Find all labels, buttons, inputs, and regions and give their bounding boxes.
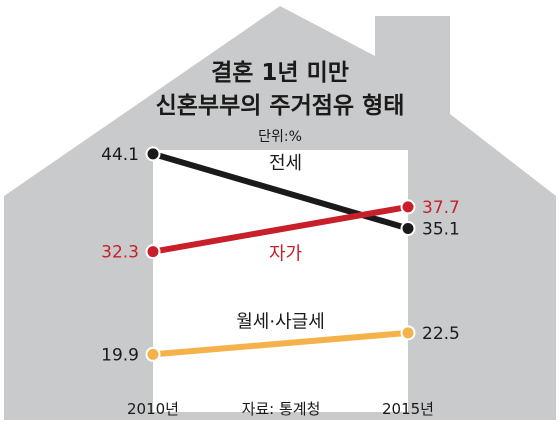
data-labels: 44.1 35.1 전세 32.3 37.7 자가 19.9 22.5 월세·사글세 <box>101 145 460 366</box>
chart-title-line2: 신혼부부의 주거점유 형태 <box>156 93 405 119</box>
value-label-jeonse-2015: 35.1 <box>422 219 460 239</box>
value-label-jeonse-2010: 44.1 <box>101 145 139 165</box>
value-label-ownership-2015: 37.7 <box>422 198 460 218</box>
data-point-jeonse-2010 <box>145 146 161 162</box>
unit-label: 단위:% <box>258 129 302 145</box>
data-point-monthly-rent-2015 <box>400 325 416 341</box>
value-label-monthly-rent-2010: 19.9 <box>101 345 139 365</box>
data-point-ownership-2010 <box>145 244 161 260</box>
value-label-ownership-2010: 32.3 <box>101 243 139 263</box>
source-note: 자료: 통계청 <box>242 400 321 418</box>
series-line-ownership <box>150 203 411 255</box>
series-name-jeonse: 전세 <box>269 153 302 174</box>
series-name-ownership: 자가 <box>269 243 302 264</box>
chart-title-line1: 결혼 1년 미만 <box>211 60 349 86</box>
x-tick-label-2015: 2015년 <box>382 400 434 418</box>
series-name-monthly-rent: 월세·사글세 <box>236 312 325 333</box>
series-points <box>145 146 416 362</box>
data-point-jeonse-2015 <box>400 220 416 236</box>
x-tick-label-2010: 2010년 <box>127 400 179 418</box>
series-line-monthly-rent <box>150 329 411 358</box>
data-point-monthly-rent-2010 <box>145 346 161 362</box>
data-point-ownership-2015 <box>400 199 416 215</box>
series-lines <box>150 150 411 358</box>
value-label-monthly-rent-2015: 22.5 <box>422 324 460 344</box>
